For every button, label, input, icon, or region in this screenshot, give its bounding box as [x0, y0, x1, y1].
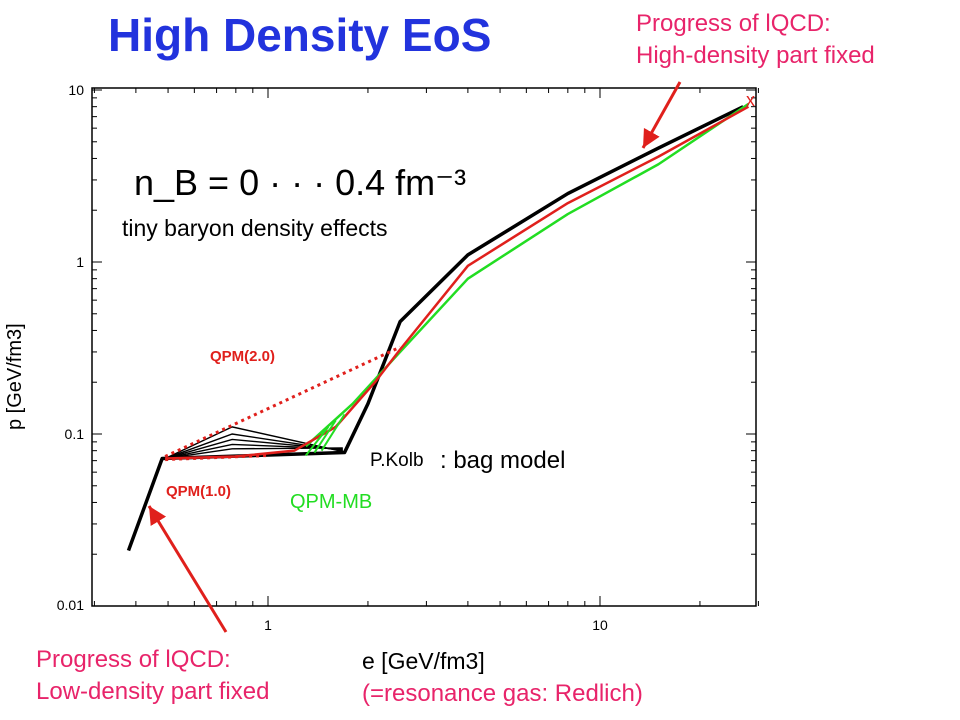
note-high-density-line1: Progress of lQCD: — [636, 10, 831, 37]
endpoint-cross-icon: x — [746, 90, 755, 110]
qpm2-label: QPM(2.0) — [210, 348, 275, 365]
note-low-density-line1: Progress of lQCD: — [36, 646, 231, 673]
arrow-high-density — [641, 81, 682, 149]
note-high-density-line2: High-density part fixed — [636, 42, 875, 69]
x-axis-label: e [GeV/fm3] — [362, 648, 485, 674]
series-qpm — [165, 105, 750, 460]
series-layer — [126, 102, 750, 552]
plot-frame — [91, 87, 757, 607]
density-formula: n_B = 0 · · · 0.4 fm⁻³ — [134, 162, 466, 203]
series-qpm-mb — [304, 102, 750, 448]
fan-curve — [165, 447, 343, 460]
y-tick-label: 1 — [76, 254, 84, 270]
x-axis-note: (=resonance gas: Redlich) — [362, 680, 643, 707]
x-tick-label: 1 — [264, 617, 272, 633]
note-low-density: Progress of lQCD: Low-density part fixed — [36, 644, 269, 708]
note-low-density-line2: Low-density part fixed — [36, 678, 270, 705]
fan-curve — [165, 443, 343, 460]
series-qpm-2-0- — [164, 345, 401, 458]
y-tick-label: 0.01 — [57, 597, 84, 613]
axis-ticks — [92, 88, 759, 607]
qpm-mb-label: QPM-MB — [290, 491, 372, 513]
y-tick-label: 10 — [68, 82, 84, 98]
arrow-low-density — [147, 505, 228, 633]
pkolb-label: P.Kolb — [370, 450, 424, 471]
qpm-mb-stroke — [305, 426, 330, 457]
qpm1-label: QPM(1.0) — [166, 483, 231, 500]
qpm-mb-stroke — [320, 413, 346, 452]
x-tick-label: 10 — [592, 617, 608, 633]
note-high-density: Progress of lQCD: High-density part fixe… — [636, 8, 875, 72]
fan-curve — [164, 438, 343, 460]
slide-title: High Density EoS — [108, 9, 492, 61]
qpm-mb-stroke — [313, 419, 337, 454]
bag-model-label: : bag model — [440, 447, 565, 474]
density-note: tiny baryon density effects — [122, 215, 388, 241]
y-tick-label: 0.1 — [65, 426, 85, 442]
